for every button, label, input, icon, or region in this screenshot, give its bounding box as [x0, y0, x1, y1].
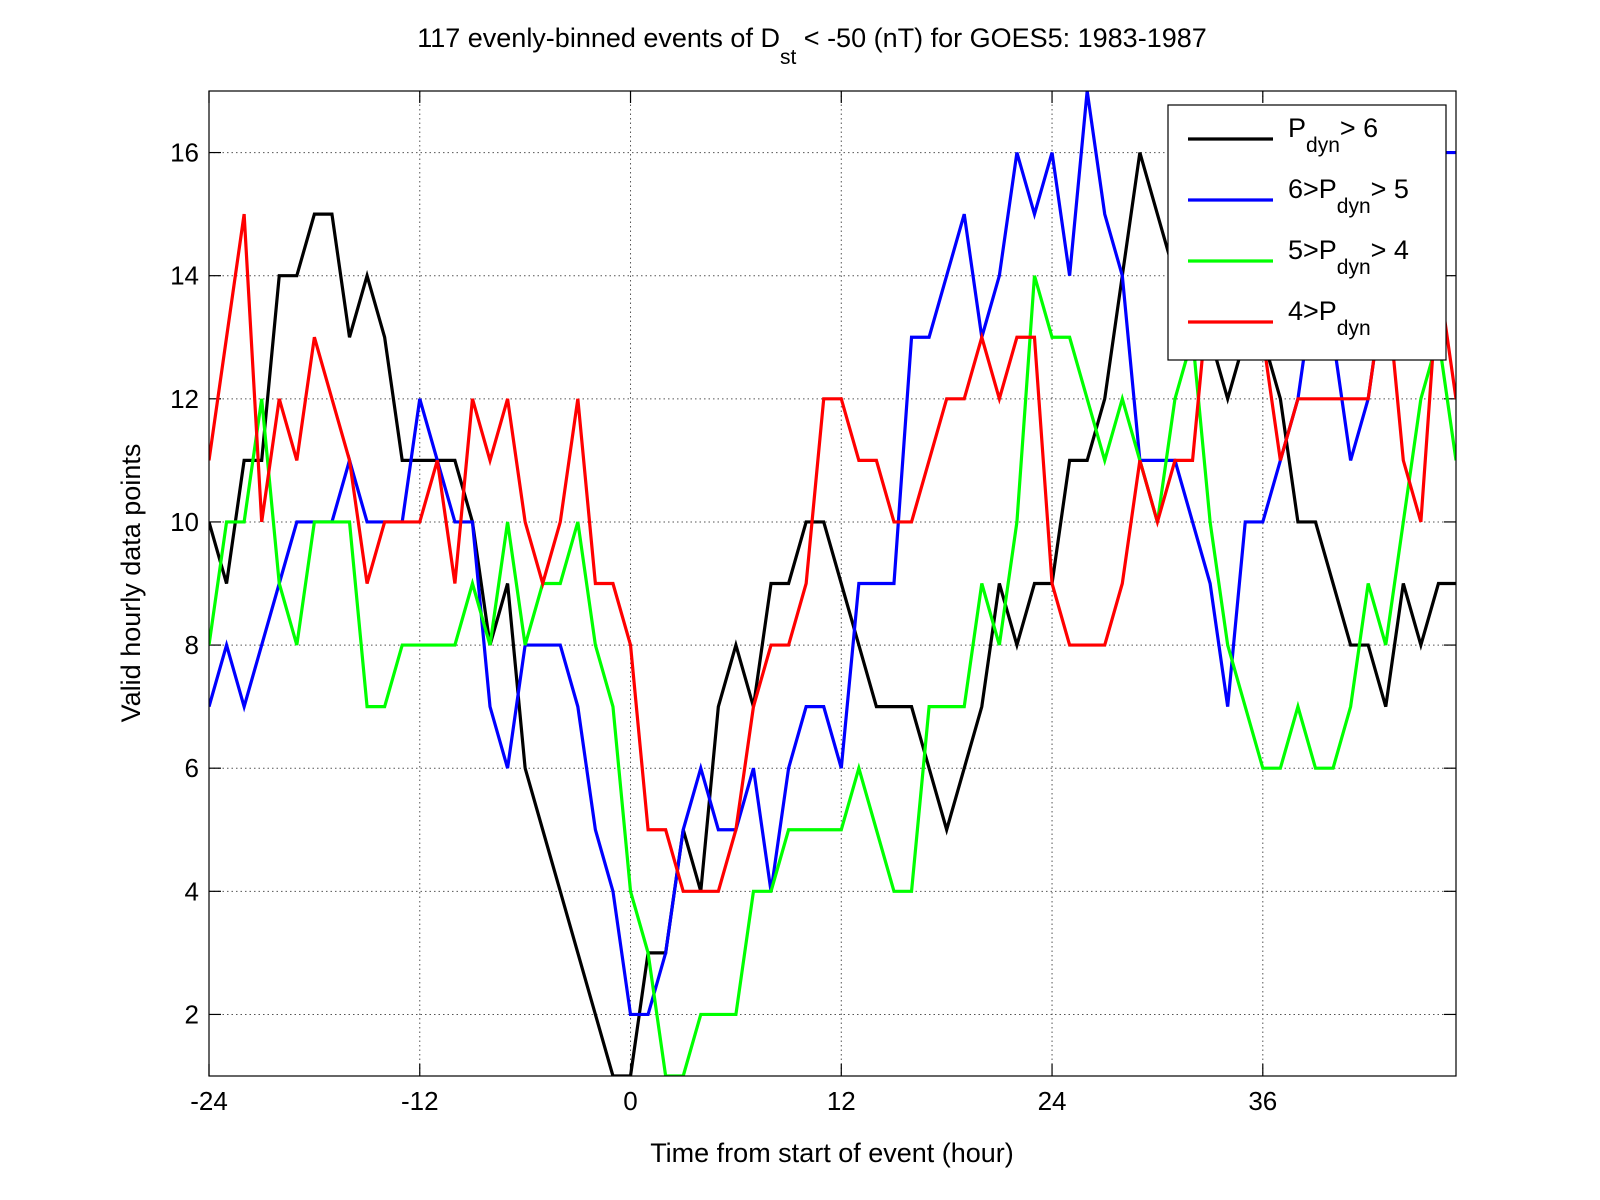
- legend-label-part: dyn: [1337, 317, 1371, 340]
- legend-box: [1167, 104, 1447, 361]
- x-tick-label: 24: [1038, 1086, 1067, 1116]
- x-tick-label: 12: [827, 1086, 856, 1116]
- y-tick-label: 8: [185, 630, 199, 660]
- tick-marks: [208, 91, 1456, 1076]
- y-tick-label: 12: [170, 384, 199, 414]
- x-tick-label: 0: [623, 1086, 637, 1116]
- chart-title-rest: < -50 (nT) for GOES5: 1983-1987: [796, 23, 1206, 53]
- legend-label-3: 4>Pdyn: [1288, 296, 1371, 340]
- y-axis-label: Valid hourly data points: [116, 444, 146, 723]
- x-tick-label: -12: [401, 1086, 439, 1116]
- chart-title-main: 117 evenly-binned events of D: [417, 23, 780, 53]
- x-tick-label: -24: [190, 1086, 228, 1116]
- y-tick-label: 10: [170, 507, 199, 537]
- legend-label-2: 5>Pdyn> 4: [1288, 235, 1409, 279]
- legend-label-part: 4>P: [1288, 296, 1337, 326]
- series-line-1: [209, 91, 1456, 1017]
- legend-label-part: 6>P: [1288, 174, 1337, 204]
- plot-frame: [208, 90, 1457, 1077]
- chart-title-subscript: st: [780, 46, 797, 69]
- legend-label-1: 6>Pdyn> 5: [1288, 174, 1409, 218]
- legend-label-part: > 5: [1371, 174, 1409, 204]
- x-tick-label: 36: [1248, 1086, 1277, 1116]
- legend: Pdyn> 66>Pdyn> 55>Pdyn> 44>Pdyn: [1167, 104, 1447, 361]
- y-tick-label: 16: [170, 138, 199, 168]
- legend-label-0: Pdyn> 6: [1288, 113, 1378, 157]
- legend-label-part: dyn: [1306, 134, 1340, 157]
- legend-label-part: > 4: [1371, 235, 1409, 265]
- legend-label-part: P: [1288, 113, 1306, 143]
- y-tick-label: 4: [185, 876, 199, 906]
- x-tick-labels: -24 -12 0 12 24 36: [190, 1086, 1277, 1116]
- y-tick-label: 6: [185, 753, 199, 783]
- y-tick-label: 2: [185, 999, 199, 1029]
- series-line-2: [209, 275, 1456, 1076]
- chart-title: 117 evenly-binned events of Dst < -50 (n…: [417, 23, 1207, 69]
- y-tick-label: 14: [170, 261, 199, 291]
- x-axis-label: Time from start of event (hour): [650, 1138, 1014, 1168]
- legend-label-part: 5>P: [1288, 235, 1337, 265]
- y-tick-labels: 2 4 6 8 10 12 14 16: [170, 138, 199, 1030]
- legend-label-part: > 6: [1340, 113, 1378, 143]
- legend-label-part: dyn: [1337, 195, 1371, 218]
- legend-label-part: dyn: [1337, 256, 1371, 279]
